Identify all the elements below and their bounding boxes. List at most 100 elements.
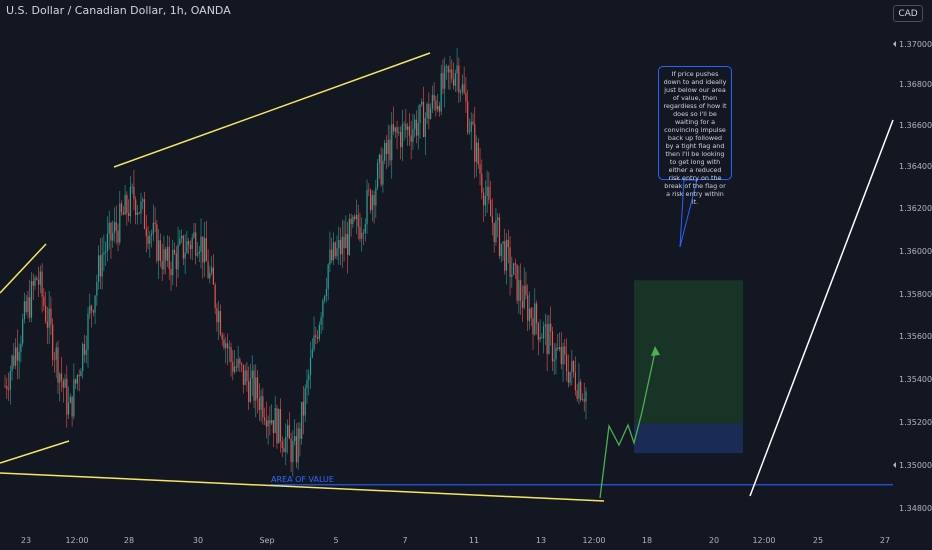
candle-body	[442, 73, 444, 89]
candle-body	[279, 408, 282, 442]
candle-body	[39, 271, 41, 285]
candle-body	[308, 375, 310, 381]
candle-body	[382, 160, 384, 185]
candle-body	[69, 396, 71, 403]
candle-body	[345, 234, 347, 249]
candle-body	[567, 371, 569, 383]
candle-body	[202, 236, 204, 263]
candle-body	[138, 212, 140, 214]
candle-body	[203, 238, 206, 263]
candle-body	[172, 249, 174, 276]
candle-body	[165, 249, 167, 261]
candle-body	[46, 321, 48, 328]
candle-body	[83, 343, 86, 355]
candle-body	[369, 190, 372, 211]
candle-body	[110, 222, 112, 241]
candle-body	[352, 216, 354, 225]
candle-body	[32, 281, 34, 286]
candle-body	[242, 364, 245, 385]
candle-body	[435, 100, 437, 110]
candle-body	[535, 303, 538, 324]
candle-body	[378, 154, 380, 164]
candle-body	[128, 213, 130, 217]
currency-button[interactable]: CAD	[893, 5, 923, 22]
candle-body	[311, 349, 313, 358]
candle-body	[394, 127, 396, 132]
candle-body	[334, 242, 336, 257]
candle-body	[523, 285, 525, 308]
x-tick-label: 12:00	[582, 536, 605, 545]
x-tick-label: 11	[469, 536, 479, 545]
y-tick-label: 1.35600	[899, 332, 932, 341]
candle-body	[269, 420, 271, 424]
candle-body	[271, 420, 273, 424]
candle-body	[456, 65, 458, 74]
candle-body	[500, 243, 502, 256]
candle-body	[332, 242, 335, 261]
candle-body	[256, 377, 259, 399]
candle-body	[267, 420, 269, 427]
candle-body	[150, 233, 153, 236]
candle-body	[557, 347, 559, 349]
candle-body	[569, 371, 571, 383]
candle-body	[451, 69, 453, 80]
candle-body	[149, 235, 151, 244]
candle-body	[539, 337, 541, 340]
candle-body	[306, 380, 308, 389]
candle-body	[115, 222, 117, 231]
candle-body	[92, 310, 94, 313]
candle-body	[564, 346, 566, 355]
candle-body	[73, 379, 75, 417]
candle-body	[52, 324, 54, 360]
candle-body	[461, 84, 463, 92]
y-tick-label: 1.35200	[899, 418, 932, 427]
candle-body	[133, 186, 135, 200]
candle-body	[313, 335, 315, 350]
candle-body	[447, 66, 449, 73]
candle-body	[235, 366, 237, 368]
candle-body	[195, 232, 197, 256]
stop-zone	[634, 423, 743, 454]
candle-body	[94, 295, 96, 313]
y-tick-label: 1.36600	[899, 121, 932, 130]
candle-body	[66, 378, 68, 415]
candle-body	[239, 359, 241, 364]
candle-body	[465, 92, 467, 102]
x-tick-label: 30	[193, 536, 203, 545]
candle-body	[419, 104, 421, 124]
candle-body	[350, 218, 352, 225]
candle-body	[113, 222, 116, 233]
y-tick-label: 1.35000	[899, 461, 932, 470]
candle-body	[329, 249, 331, 265]
candle-body	[214, 284, 216, 309]
candle-body	[189, 245, 192, 250]
trend-arrow-line	[749, 119, 894, 497]
candle-body	[415, 119, 418, 136]
candle-body	[396, 127, 398, 133]
candle-body	[283, 448, 285, 452]
candle-body	[417, 123, 419, 136]
candle-body	[188, 241, 190, 246]
candle-body	[498, 217, 501, 256]
candle-body	[82, 343, 84, 372]
candle-body	[490, 199, 492, 217]
x-tick-label: 20	[709, 536, 719, 545]
candle-body	[20, 343, 22, 353]
candle-body	[251, 370, 253, 379]
candle-body	[177, 244, 179, 270]
candle-body	[248, 381, 250, 402]
candle-body	[60, 373, 63, 381]
candle-body	[218, 311, 220, 323]
candle-body	[85, 350, 87, 355]
y-tick-label: 1.36800	[899, 80, 932, 89]
candle-body	[179, 238, 181, 245]
callout-pointer	[679, 179, 698, 248]
trendline	[113, 52, 431, 168]
candle-body	[27, 297, 29, 312]
candle-body	[16, 347, 18, 361]
y-tick-label: 1.36000	[899, 247, 932, 256]
candle-body	[433, 95, 435, 101]
candle-body	[29, 297, 31, 318]
candle-body	[103, 252, 105, 255]
